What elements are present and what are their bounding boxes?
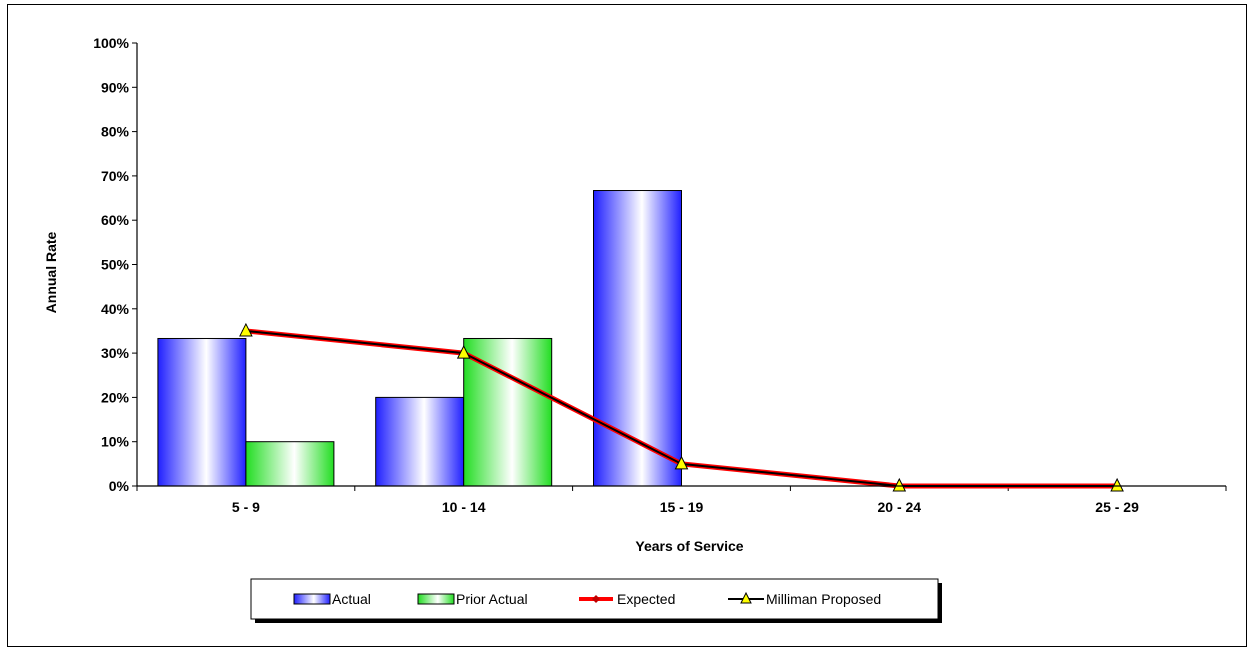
legend-label: Expected: [617, 591, 675, 607]
y-tick-label: 100%: [93, 35, 129, 51]
axes: [136, 43, 1226, 487]
y-axis-title: Annual Rate: [43, 231, 59, 313]
y-tick-label: 0%: [109, 478, 130, 494]
x-tick-label: 5 - 9: [232, 499, 260, 515]
milliman-proposed-point: [674, 455, 689, 470]
milliman-proposed-point: [239, 322, 253, 337]
x-tick-label: 25 - 29: [1095, 499, 1139, 515]
legend-marker: [592, 595, 600, 603]
y-tick-label: 70%: [101, 168, 130, 184]
legend-label: Milliman Proposed: [766, 591, 881, 607]
x-axis-ticks: 5 - 9 10 - 14 15 - 19 20 - 24 25 - 29: [136, 486, 1227, 515]
legend-swatch: [417, 593, 455, 605]
y-tick-label: 10%: [101, 434, 130, 450]
y-axis-ticks: 0% 10% 20% 30% 40% 50% 60% 70% 80% 90% 100%: [93, 35, 137, 494]
actual-bar: [157, 337, 247, 487]
actual-bar: [375, 396, 465, 487]
y-tick-label: 20%: [101, 389, 130, 405]
legend-label: Prior Actual: [456, 591, 528, 607]
milliman-proposed-point: [456, 344, 471, 359]
milliman-proposed-point: [892, 477, 907, 492]
chart: 0% 10% 20% 30% 40% 50% 60% 70% 80% 90% 100% 5 - 9 1…: [43, 35, 1227, 623]
legend-marker: [740, 591, 752, 604]
y-tick-label: 60%: [101, 212, 130, 228]
prior-actual-bar: [245, 441, 335, 487]
x-axis-title: Years of Service: [635, 538, 743, 554]
legend: Actual Prior Actual Expected Milliman Propo…: [250, 578, 942, 623]
y-tick-label: 80%: [101, 124, 130, 140]
y-tick-label: 90%: [101, 79, 130, 95]
y-tick-label: 50%: [101, 257, 130, 273]
legend-swatch: [293, 593, 331, 605]
milliman-proposed-point: [1110, 477, 1124, 492]
y-tick-label: 40%: [101, 301, 130, 317]
x-tick-label: 10 - 14: [442, 499, 486, 515]
legend-label: Actual: [332, 591, 371, 607]
actual-bar: [593, 190, 682, 487]
y-tick-label: 30%: [101, 345, 130, 361]
chart-frame: 0% 10% 20% 30% 40% 50% 60% 70% 80% 90% 100% 5 - 9 1…: [7, 4, 1247, 647]
x-tick-label: 20 - 24: [878, 499, 922, 515]
bar-marks: [157, 190, 682, 487]
x-tick-label: 15 - 19: [660, 499, 704, 515]
